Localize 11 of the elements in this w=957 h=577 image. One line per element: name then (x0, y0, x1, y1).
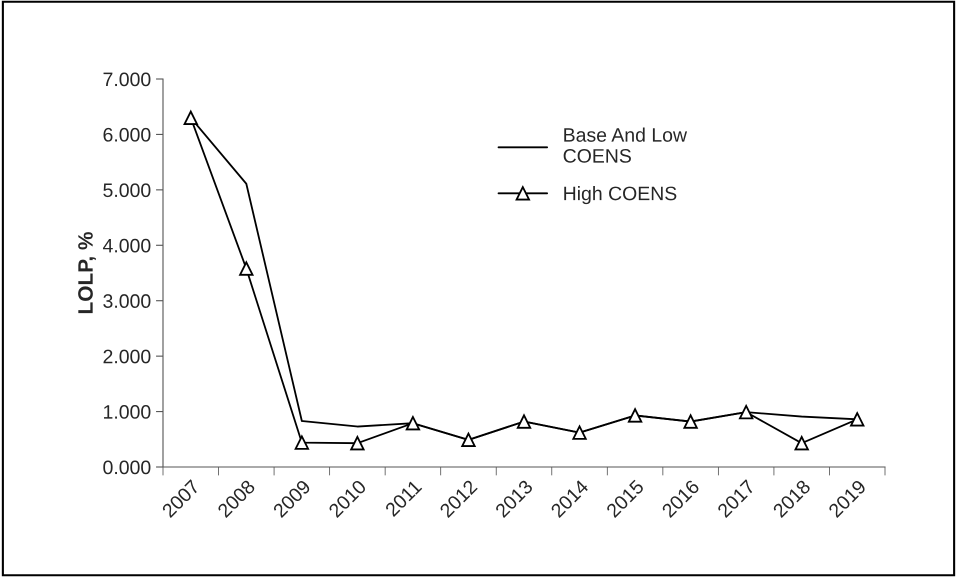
y-tick-label: 1.000 (104, 405, 150, 419)
y-tick-label: 0.000 (103, 460, 150, 474)
legend-label: High COENS (564, 186, 676, 204)
y-tick-label: 6.000 (104, 128, 150, 142)
y-tick-label: 5.000 (103, 183, 150, 198)
y-axis-title: LOLP, % (78, 232, 96, 314)
y-tick-label: 3.000 (103, 294, 150, 308)
y-tick-label: 7.000 (104, 72, 150, 86)
legend-label: Base And Low COENS (564, 128, 688, 163)
y-tick-label: 2.000 (104, 350, 150, 364)
y-tick-label: 4.000 (102, 238, 150, 253)
